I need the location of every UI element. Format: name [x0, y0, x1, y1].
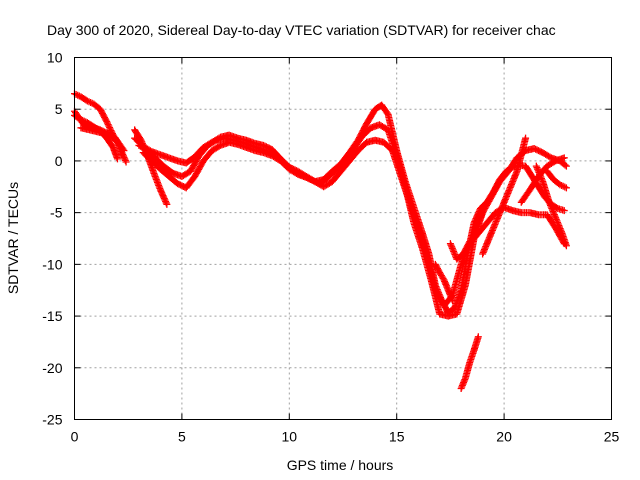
data-point-marker — [559, 182, 567, 190]
data-point-marker — [121, 156, 129, 164]
data-point-marker — [103, 119, 111, 127]
y-tick-label: 10 — [47, 50, 63, 66]
data-point-marker — [120, 153, 128, 161]
series-arc-14 — [543, 167, 570, 192]
data-point-marker — [468, 233, 476, 241]
data-point-marker — [120, 147, 128, 155]
x-tick-label: 20 — [496, 429, 512, 445]
x-tick-label: 0 — [71, 429, 79, 445]
y-axis-label: SDTVAR / TECUs — [5, 182, 21, 294]
x-axis-label: GPS time / hours — [287, 457, 394, 473]
data-point-marker — [103, 118, 111, 126]
data-point-marker — [562, 242, 570, 250]
data-point-marker — [558, 181, 566, 189]
x-tick-label: 10 — [282, 429, 298, 445]
data-point-marker — [560, 154, 568, 162]
data-point-marker — [106, 124, 114, 132]
data-point-marker — [561, 161, 569, 169]
data-point-marker — [163, 200, 171, 208]
data-point-marker — [466, 236, 474, 244]
series-arc-13 — [532, 162, 570, 250]
data-point-marker — [449, 297, 457, 305]
data-point-marker — [469, 230, 477, 238]
data-point-marker — [113, 155, 121, 163]
data-point-marker — [467, 235, 475, 243]
data-point-marker — [560, 207, 568, 215]
data-point-marker — [83, 97, 91, 105]
data-point-marker — [466, 238, 474, 246]
x-tick-label: 25 — [604, 429, 620, 445]
data-point-marker — [474, 333, 482, 341]
y-tick-label: 5 — [55, 101, 63, 117]
data-point-marker — [119, 145, 127, 153]
series-arc-3 — [71, 107, 130, 166]
axes: 0 5 10 15 20 25 10 5 0 -5 -10 -15 -20 -25 — [42, 50, 619, 445]
data-point-marker — [522, 134, 530, 142]
y-tick-label: -25 — [42, 412, 62, 428]
data-marks — [71, 90, 570, 392]
y-tick-label: 0 — [55, 153, 63, 169]
series-arc-11 — [479, 134, 530, 258]
data-point-marker — [561, 183, 569, 191]
data-point-marker — [556, 181, 564, 189]
grid-lines — [74, 57, 612, 420]
data-point-marker — [85, 98, 93, 106]
series-arc-4 — [77, 124, 128, 155]
series-arc-10 — [446, 209, 487, 263]
data-point-marker — [562, 184, 570, 192]
chart-title: Day 300 of 2020, Sidereal Day-to-day VTE… — [47, 22, 556, 38]
x-tick-label: 5 — [178, 429, 186, 445]
series-arc-7 — [135, 121, 570, 320]
data-point-marker — [469, 232, 477, 240]
series-arc-9 — [431, 260, 457, 305]
data-point-marker — [470, 229, 478, 237]
series-arc-15 — [457, 333, 482, 392]
data-point-marker — [74, 91, 82, 99]
plot-frame — [74, 57, 612, 420]
series-arc-8 — [139, 136, 568, 310]
y-tick-label: -10 — [42, 256, 62, 272]
data-point-marker — [106, 125, 114, 133]
x-tick-label: 15 — [389, 429, 405, 445]
y-tick-label: -15 — [42, 308, 62, 324]
data-point-marker — [105, 122, 113, 130]
data-point-marker — [471, 227, 479, 235]
data-point-marker — [87, 98, 95, 106]
data-point-marker — [471, 226, 479, 234]
data-point-marker — [122, 158, 130, 166]
data-point-marker — [562, 162, 570, 170]
y-tick-label: -5 — [50, 205, 63, 221]
y-tick-label: -20 — [42, 360, 62, 376]
data-point-marker — [104, 121, 112, 129]
data-point-marker — [479, 209, 487, 217]
data-point-marker — [121, 155, 129, 163]
data-point-marker — [72, 90, 80, 98]
